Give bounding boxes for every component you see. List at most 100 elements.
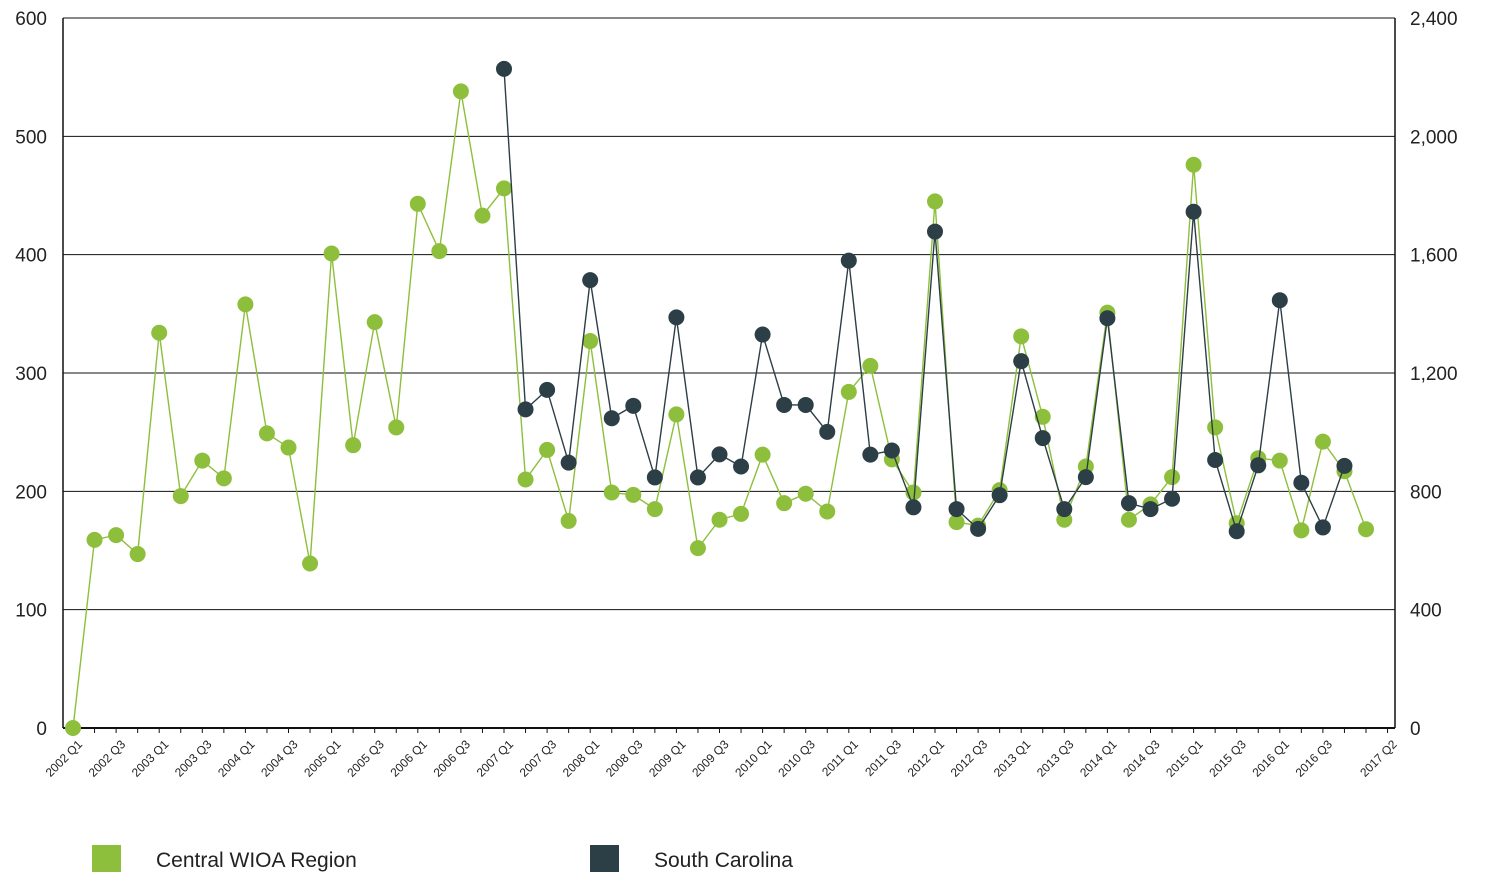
axes [62, 17, 1396, 733]
data-point [733, 505, 750, 522]
data-point [1056, 501, 1073, 518]
data-point [517, 401, 534, 418]
data-point [862, 357, 879, 374]
x-tick-label: 2003 Q3 [172, 737, 215, 780]
left-tick-label: 300 [15, 364, 47, 385]
x-tick-label: 2011 Q3 [862, 737, 904, 779]
data-point [194, 452, 211, 469]
data-point [560, 512, 577, 529]
data-point [1013, 328, 1030, 345]
data-point [970, 520, 987, 537]
x-tick-label: 2013 Q1 [991, 737, 1034, 780]
data-point [646, 501, 663, 518]
data-point [409, 195, 426, 212]
data-point [431, 243, 448, 260]
data-point [539, 441, 556, 458]
data-point [754, 326, 771, 343]
data-point [517, 471, 534, 488]
legend: Central WIOA Region South Carolina [92, 845, 793, 872]
right-tick-label: 2,000 [1410, 127, 1458, 148]
data-point [927, 193, 943, 210]
x-tick-label: 2006 Q3 [431, 737, 474, 780]
left-tick-label: 600 [15, 9, 47, 30]
data-point [819, 503, 836, 520]
data-point [603, 410, 620, 427]
data-point [1120, 495, 1137, 512]
x-tick-label: 2011 Q1 [819, 737, 861, 779]
data-point [1271, 292, 1288, 309]
data-point [603, 484, 620, 501]
data-point [1314, 433, 1331, 450]
left-axis-ticks: 0 100 200 300 400 500 600 [15, 9, 47, 740]
data-point [539, 381, 556, 398]
data-point [1034, 408, 1051, 425]
x-tick-label: 2013 Q3 [1034, 737, 1077, 780]
data-point [883, 442, 900, 459]
left-tick-label: 200 [15, 482, 47, 503]
data-point [1293, 474, 1310, 491]
data-point [258, 425, 275, 442]
data-point [172, 488, 189, 505]
left-tick-label: 100 [15, 601, 47, 622]
data-point [1164, 469, 1181, 486]
x-tick-label: 2008 Q3 [603, 737, 646, 780]
data-point [560, 454, 577, 471]
series-1 [496, 60, 1353, 540]
data-point [86, 531, 103, 548]
x-tick-label: 2004 Q3 [258, 737, 301, 780]
data-point [819, 423, 836, 440]
data-point [1142, 501, 1159, 518]
data-point [151, 324, 168, 341]
data-point [1164, 490, 1181, 507]
data-point [323, 245, 340, 262]
data-point [582, 272, 599, 289]
right-axis-ticks: 0 400 800 1,200 1,600 2,000 2,400 [1410, 9, 1458, 740]
data-point [711, 446, 728, 463]
data-point [905, 499, 922, 516]
data-point [280, 439, 297, 456]
x-tick-label: 2004 Q1 [215, 737, 258, 780]
data-point [388, 419, 405, 436]
right-tick-label: 0 [1410, 719, 1421, 740]
data-point [1358, 521, 1374, 538]
x-tick-label: 2017 Q2 [1357, 737, 1400, 780]
data-point [1207, 419, 1224, 436]
x-tick-label: 2006 Q1 [387, 737, 430, 780]
x-tick-label: 2014 Q3 [1120, 737, 1163, 780]
right-tick-label: 800 [1410, 482, 1442, 503]
x-tick-label: 2003 Q1 [129, 737, 172, 780]
data-point [1228, 523, 1245, 540]
series-line [503, 68, 1346, 534]
data-point [625, 486, 642, 503]
data-point [1314, 519, 1331, 536]
data-point [797, 396, 814, 413]
data-point [237, 296, 254, 313]
legend-label: Central WIOA Region [156, 849, 357, 872]
data-point [840, 383, 857, 400]
data-point [948, 501, 965, 518]
data-point [1271, 452, 1288, 469]
data-point [1293, 522, 1310, 539]
data-point [948, 514, 965, 531]
data-point [625, 397, 642, 414]
data-point [1185, 203, 1202, 220]
data-point [129, 546, 146, 563]
data-point [108, 527, 125, 544]
data-point [496, 60, 512, 77]
data-point [927, 223, 943, 240]
data-point [1250, 457, 1267, 474]
data-point [1013, 353, 1030, 370]
x-tick-label: 2002 Q1 [43, 737, 86, 780]
right-tick-label: 400 [1410, 601, 1442, 622]
right-tick-label: 1,600 [1410, 246, 1458, 267]
data-point [65, 720, 81, 736]
right-tick-label: 2,400 [1410, 9, 1458, 30]
x-tick-label: 2016 Q1 [1249, 737, 1292, 780]
x-tick-label: 2009 Q3 [689, 737, 732, 780]
legend-label: South Carolina [654, 849, 793, 872]
data-point [215, 470, 232, 487]
x-tick-label: 2002 Q3 [86, 737, 129, 780]
left-tick-label: 400 [15, 246, 47, 267]
series-layer [65, 60, 1374, 736]
